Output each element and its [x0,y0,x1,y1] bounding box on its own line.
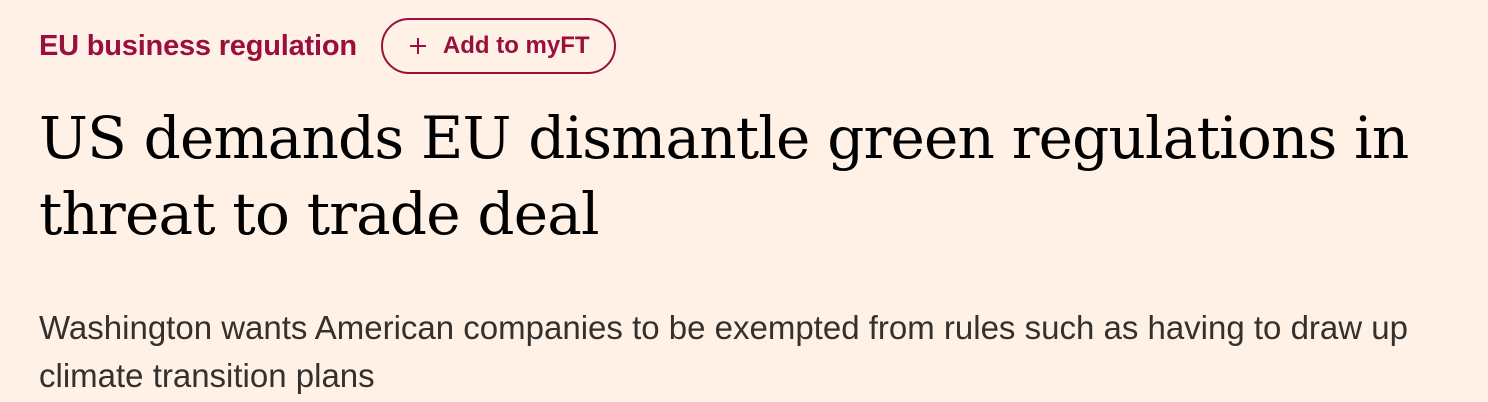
headline: US demands EU dismantle green regulation… [39,104,1409,248]
plus-icon [409,37,427,55]
add-to-myft-button[interactable]: Add to myFT [380,18,616,74]
topic-link[interactable]: EU business regulation [39,29,357,62]
topic-row: EU business regulation Add to myFT [39,16,616,76]
standfirst: Washington wants American companies to b… [39,309,1408,394]
add-to-myft-label: Add to myFT [442,32,590,59]
